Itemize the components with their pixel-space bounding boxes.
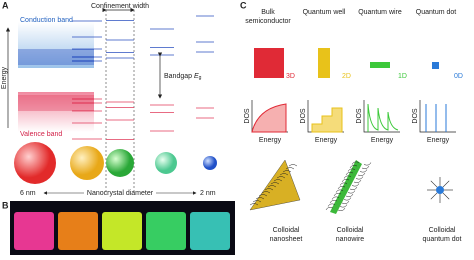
vial — [14, 212, 54, 250]
energy-label: Energy — [371, 137, 394, 144]
quantum-dot — [436, 186, 444, 194]
ligand — [345, 172, 366, 176]
ligand — [273, 179, 283, 182]
ligand — [351, 161, 372, 166]
bandgap-subscript: g — [199, 75, 202, 81]
column-title: Bulk — [261, 9, 275, 16]
ligand — [349, 165, 370, 169]
column-title: semiconductor — [245, 18, 291, 25]
bandgap-text: Bandgap — [164, 73, 192, 80]
dos-label: DOS — [356, 108, 363, 124]
shape — [318, 48, 330, 78]
column-title: Quantum wire — [358, 9, 402, 16]
dos-label: DOS — [300, 108, 307, 124]
size-axis-label: Nanocrystal diameter — [87, 190, 154, 197]
ligand — [331, 196, 352, 201]
ligand — [276, 176, 286, 179]
ligand — [335, 189, 356, 194]
dos-curve — [251, 103, 287, 133]
column-title: Quantum well — [303, 9, 346, 16]
dimension-label: 0D — [454, 73, 463, 80]
vial — [190, 212, 230, 250]
ligand — [337, 186, 358, 190]
shape — [370, 62, 390, 68]
nanowire — [330, 160, 362, 214]
ligand — [267, 185, 277, 188]
ligand — [339, 182, 360, 187]
shape — [254, 48, 284, 78]
ligand — [255, 197, 265, 200]
ligand — [261, 191, 271, 194]
caption: Colloidal — [429, 227, 456, 234]
ligand — [430, 180, 438, 188]
dimension-label: 3D — [286, 73, 295, 80]
energy-label: Energy — [259, 137, 282, 144]
ligand — [343, 175, 364, 180]
ligand — [430, 192, 438, 200]
vial — [146, 212, 186, 250]
ligand — [333, 193, 354, 197]
energy-label: Energy — [427, 137, 450, 144]
dos-axes — [419, 100, 456, 133]
ligand — [252, 200, 262, 203]
panel-letter: C — [240, 0, 247, 10]
caption: Colloidal — [273, 227, 300, 234]
column-title: Quantum dot — [416, 9, 457, 16]
conduction-label: Conduction band — [20, 17, 73, 24]
panel-letter: A — [2, 0, 9, 10]
ligand — [442, 180, 450, 188]
ligand — [285, 167, 295, 170]
dos-axes — [363, 100, 400, 133]
bandgap-label: Bandgap Eg — [164, 73, 202, 81]
ligand — [341, 179, 362, 183]
ligand — [442, 192, 450, 200]
dos-curve — [425, 104, 447, 132]
dos-curve — [367, 103, 399, 132]
dos-label: DOS — [244, 108, 251, 124]
ligand — [347, 168, 368, 173]
nanocrystal — [106, 149, 134, 177]
vial — [102, 212, 142, 250]
ligand — [279, 173, 289, 176]
size-left: 6 nm — [20, 190, 36, 197]
caption: nanosheet — [270, 236, 303, 243]
shape — [432, 62, 439, 69]
valence-label: Valence band — [20, 131, 62, 138]
confinement-label: Confinement width — [91, 3, 149, 10]
dos-curve — [311, 107, 343, 133]
caption: nanowire — [336, 236, 365, 243]
ligand — [325, 207, 346, 211]
ligand — [282, 170, 292, 173]
caption: Colloidal — [337, 227, 364, 234]
nanosheet — [249, 159, 301, 211]
ligand — [270, 182, 280, 185]
ligand — [327, 203, 348, 208]
ligand — [249, 203, 259, 206]
vial — [58, 212, 98, 250]
nanocrystal — [70, 146, 104, 180]
energy-levels — [18, 15, 214, 140]
nanocrystal — [203, 156, 217, 170]
ligand — [329, 200, 350, 204]
ligand — [258, 194, 268, 197]
dos-label: DOS — [412, 108, 419, 124]
ligand — [288, 164, 298, 167]
energy-axis-label: Energy — [1, 66, 8, 89]
panel-letter: B — [2, 200, 9, 210]
bandgap-symbol: E — [194, 73, 199, 80]
dimension-label: 1D — [398, 73, 407, 80]
panel-c: Bulk semiconductor 3D DOS Energy Quantum well… — [244, 9, 463, 243]
energy-label: Energy — [315, 137, 338, 144]
caption: quantum dot — [423, 236, 462, 243]
ligand — [264, 188, 274, 191]
nanocrystal — [14, 142, 56, 184]
dimension-label: 2D — [342, 73, 351, 80]
size-right: 2 nm — [200, 190, 216, 197]
nanocrystal — [155, 152, 177, 174]
